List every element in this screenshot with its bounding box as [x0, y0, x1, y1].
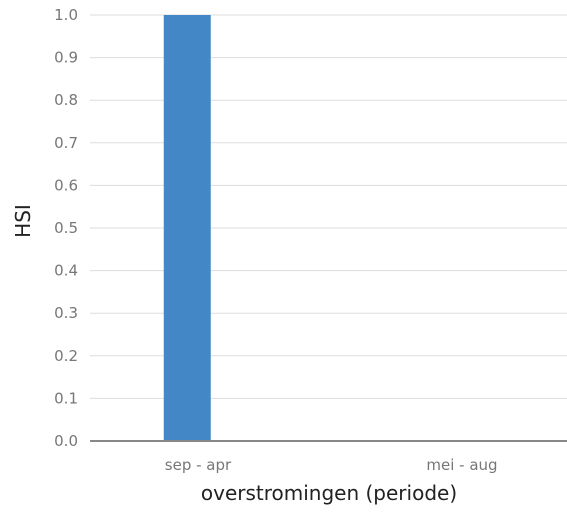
- x-tick-label: sep - apr: [165, 456, 232, 474]
- y-tick-labels: 0.0 0.1 0.2 0.3 0.4 0.5 0.6 0.7 0.8 0.9 1.0: [54, 6, 78, 450]
- y-axis-title: HSI: [11, 204, 35, 238]
- y-tick-label: 0.7: [54, 134, 78, 152]
- x-tick-labels: sep - apr mei - aug: [165, 456, 498, 474]
- bar: [163, 15, 211, 441]
- y-tick-label: 0.5: [54, 219, 78, 237]
- y-tick-label: 1.0: [54, 6, 78, 24]
- bars: [163, 15, 211, 441]
- gridlines: [90, 14, 567, 399]
- y-tick-label: 0.2: [54, 347, 78, 365]
- y-tick-label: 0.4: [54, 262, 78, 280]
- y-tick-label: 0.0: [54, 432, 78, 450]
- y-tick-label: 0.1: [54, 389, 78, 407]
- y-tick-label: 0.6: [54, 176, 78, 194]
- y-tick-label: 0.3: [54, 304, 78, 322]
- y-tick-label: 0.9: [54, 49, 78, 67]
- x-axis-title: overstromingen (periode): [201, 481, 457, 505]
- y-tick-label: 0.8: [54, 91, 78, 109]
- x-tick-label: mei - aug: [426, 456, 497, 474]
